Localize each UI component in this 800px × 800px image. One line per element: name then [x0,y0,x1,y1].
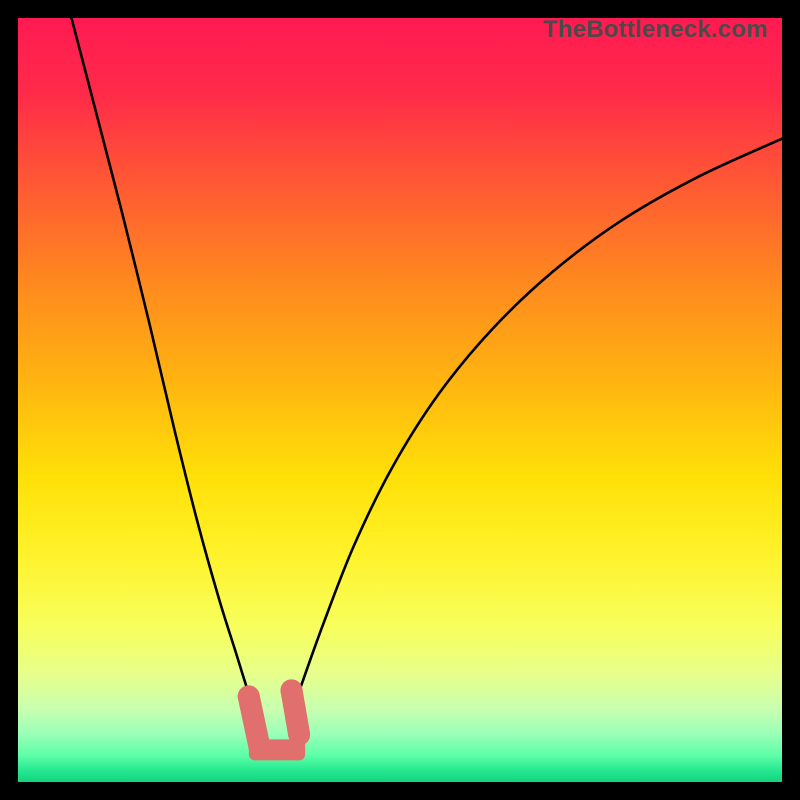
curve-layer [18,18,782,782]
bottom-shape-right-top-dot [281,679,303,701]
bottom-shape-bottom-bar [249,739,305,760]
chart-frame: TheBottleneck.com [0,0,800,800]
watermark-text: TheBottleneck.com [543,16,768,44]
left-curve [71,18,254,709]
bottom-shape-group [238,679,305,760]
bottom-shape-left-top-dot [238,685,260,707]
plot-area [18,18,782,782]
right-curve [293,139,782,710]
